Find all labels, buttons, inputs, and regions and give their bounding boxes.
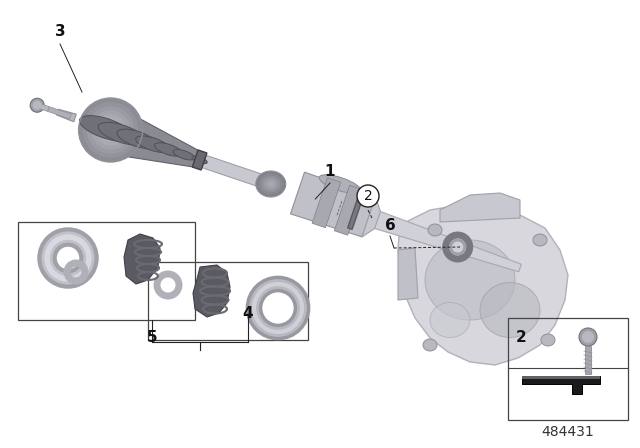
- Text: 5: 5: [147, 331, 157, 345]
- Ellipse shape: [192, 156, 207, 164]
- Ellipse shape: [79, 98, 143, 162]
- Polygon shape: [192, 150, 207, 170]
- Ellipse shape: [173, 150, 195, 160]
- Polygon shape: [291, 172, 376, 237]
- Text: 1: 1: [324, 164, 335, 180]
- Ellipse shape: [98, 122, 145, 145]
- Polygon shape: [362, 197, 380, 237]
- Ellipse shape: [267, 181, 275, 188]
- Text: 484431: 484431: [541, 425, 595, 439]
- Ellipse shape: [99, 119, 122, 142]
- Ellipse shape: [259, 173, 283, 195]
- Polygon shape: [193, 265, 230, 317]
- Ellipse shape: [319, 175, 361, 194]
- Ellipse shape: [136, 136, 170, 152]
- Ellipse shape: [428, 224, 442, 236]
- Ellipse shape: [423, 339, 437, 351]
- Bar: [18, 222, 195, 320]
- Ellipse shape: [117, 129, 157, 149]
- Polygon shape: [522, 376, 600, 394]
- Polygon shape: [334, 185, 363, 235]
- Polygon shape: [398, 248, 418, 300]
- Polygon shape: [98, 105, 202, 168]
- Ellipse shape: [256, 171, 286, 197]
- Polygon shape: [38, 103, 49, 112]
- Polygon shape: [398, 205, 568, 365]
- Ellipse shape: [269, 183, 272, 185]
- Text: 2: 2: [516, 330, 527, 345]
- Polygon shape: [312, 178, 340, 228]
- Polygon shape: [124, 234, 160, 284]
- Ellipse shape: [582, 331, 594, 343]
- Polygon shape: [47, 107, 71, 119]
- Ellipse shape: [87, 106, 134, 154]
- Polygon shape: [375, 211, 521, 272]
- Ellipse shape: [357, 185, 379, 207]
- Ellipse shape: [33, 101, 42, 110]
- Text: 6: 6: [385, 219, 396, 233]
- Ellipse shape: [425, 240, 515, 320]
- Bar: [585, 346, 591, 374]
- Polygon shape: [202, 155, 273, 190]
- Ellipse shape: [261, 176, 280, 192]
- Polygon shape: [348, 196, 363, 229]
- Bar: [508, 318, 628, 420]
- Bar: [148, 262, 308, 340]
- Ellipse shape: [95, 114, 126, 146]
- Ellipse shape: [91, 110, 131, 150]
- Ellipse shape: [79, 116, 133, 142]
- Ellipse shape: [579, 328, 597, 346]
- Ellipse shape: [480, 283, 540, 337]
- Ellipse shape: [103, 123, 118, 138]
- Ellipse shape: [30, 98, 44, 112]
- Ellipse shape: [108, 127, 114, 133]
- Ellipse shape: [264, 178, 278, 190]
- Text: 4: 4: [243, 306, 253, 322]
- Ellipse shape: [154, 143, 182, 156]
- Ellipse shape: [430, 302, 470, 337]
- Bar: [522, 376, 600, 379]
- Polygon shape: [440, 193, 520, 222]
- Text: 3: 3: [54, 25, 65, 39]
- Polygon shape: [56, 109, 76, 122]
- Text: 2: 2: [364, 189, 372, 203]
- Ellipse shape: [541, 334, 555, 346]
- Ellipse shape: [83, 102, 138, 158]
- Ellipse shape: [533, 234, 547, 246]
